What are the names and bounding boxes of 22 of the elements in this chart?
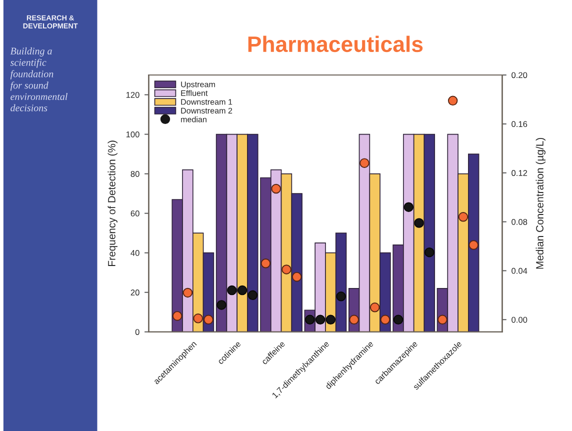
chart-title: Pharmaceuticals <box>248 36 423 52</box>
legend-label: Upstream <box>181 82 215 89</box>
y-axis-title: Frequency of Detection (%) <box>108 140 118 266</box>
legend-label: Downstream 1 <box>181 99 232 105</box>
y-tick-label: 20 <box>130 290 140 296</box>
text: Building a scientific foundation for sound environmental decisions <box>10 47 68 112</box>
y2-tick-label: 0.12 <box>512 170 528 176</box>
y-tick-label: 40 <box>130 250 140 256</box>
legend-label: median <box>181 116 206 122</box>
y2-tick-label: 0.04 <box>512 268 528 274</box>
legend-label: Effluent <box>181 90 208 96</box>
y2-tick-label: 0.16 <box>512 121 528 128</box>
legend-label: Downstream 2 <box>181 108 232 114</box>
y2-tick-label: 0.08 <box>512 218 528 225</box>
y2-axis-title: Median Concentration (µg/L) <box>536 138 546 269</box>
y2-tick-label: 0.20 <box>512 72 528 78</box>
y-tick-label: 100 <box>126 131 140 138</box>
y-tick-label: 120 <box>126 92 140 98</box>
y-tick-label: 80 <box>130 170 140 177</box>
y2-tick-label: 0.00 <box>512 316 528 323</box>
y-tick-label: 0 <box>135 329 140 335</box>
y-tick-label: 60 <box>130 210 140 216</box>
